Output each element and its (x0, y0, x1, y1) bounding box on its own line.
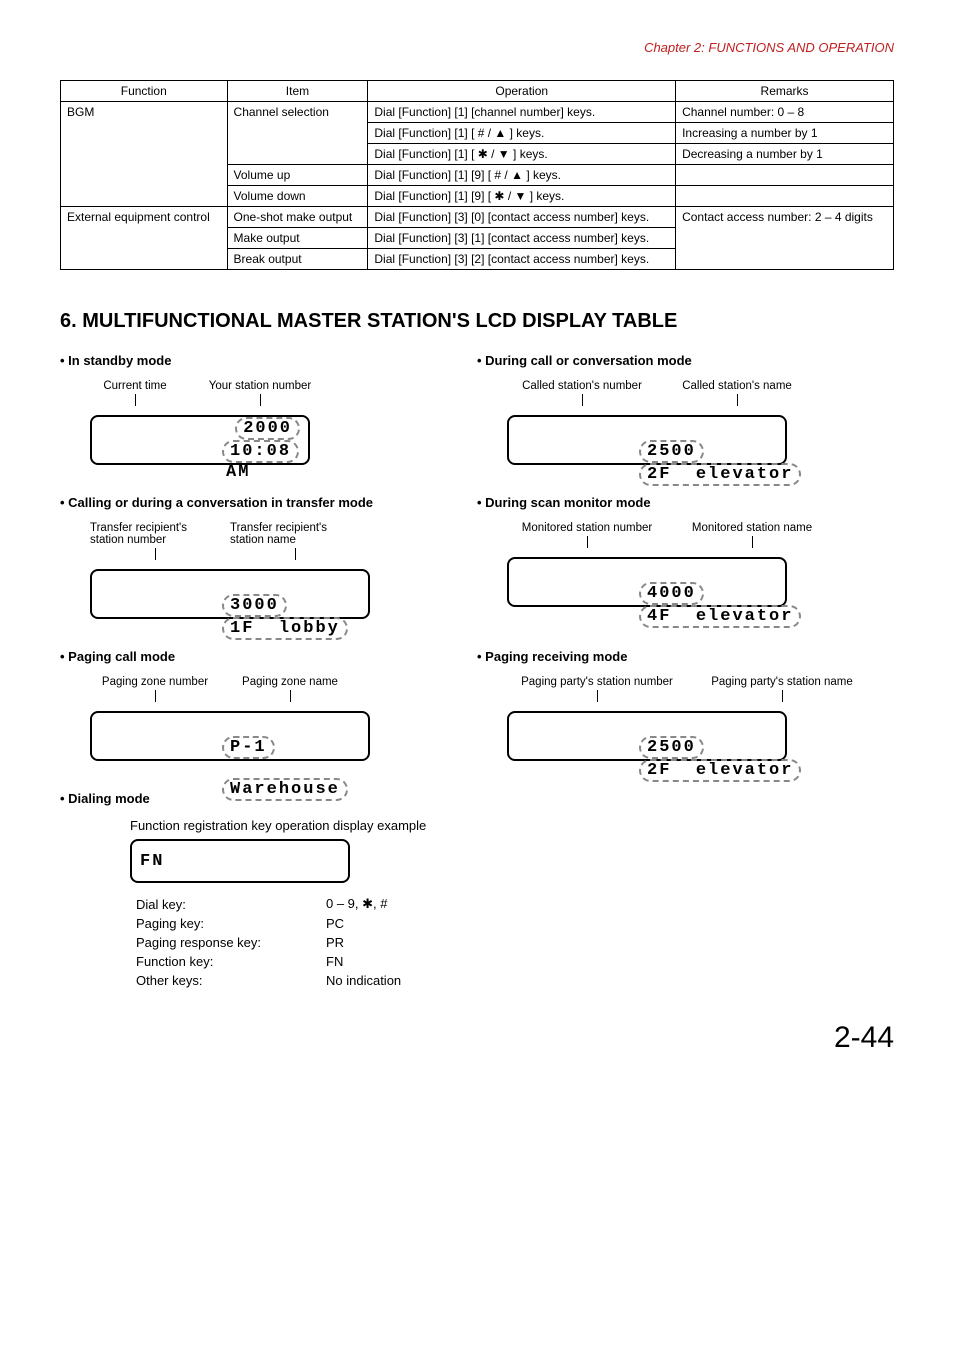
lcd-ampm: AM (222, 463, 254, 482)
cell: Dial [Function] [1] [9] [ ✱ / ▼ ] keys. (368, 186, 676, 207)
kv-key: Other keys: (132, 972, 320, 989)
lcd-display: 2500 2F elevator (507, 415, 787, 465)
kv-row: Paging key:PC (132, 915, 405, 932)
cell: Dial [Function] [3] [0] [contact access … (368, 207, 676, 228)
paging-recv-mode-block: • Paging receiving mode Paging party's s… (477, 649, 894, 761)
dialing-subtitle: Function registration key operation disp… (130, 818, 894, 833)
kv-val: PC (322, 915, 405, 932)
operation-table: Function Item Operation Remarks BGM Chan… (60, 80, 894, 270)
label-monitored-number: Monitored station number (507, 522, 667, 534)
chapter-header: Chapter 2: FUNCTIONS AND OPERATION (60, 40, 894, 55)
lcd-display: 4000 4F elevator (507, 557, 787, 607)
key-legend-table: Dial key:0 – 9, ✱, # Paging key:PC Pagin… (130, 893, 407, 991)
lcd-num: 3000 (222, 594, 287, 617)
scan-mode-block: • During scan monitor mode Monitored sta… (477, 495, 894, 619)
cell: Make output (227, 228, 368, 249)
col-item: Item (227, 81, 368, 102)
cell: BGM (61, 102, 228, 207)
cell: Dial [Function] [1] [ # / ▲ ] keys. (368, 123, 676, 144)
lcd-station-num: 2000 (235, 417, 300, 440)
call-conv-mode-block: • During call or conversation mode Calle… (477, 353, 894, 465)
lcd-name: Warehouse (222, 778, 348, 801)
lcd-num: P-1 (222, 736, 275, 759)
section-title: 6. MULTIFUNCTIONAL MASTER STATION'S LCD … (60, 310, 894, 333)
mode-title: • During call or conversation mode (477, 353, 874, 368)
cell: External equipment control (61, 207, 228, 270)
kv-val: PR (322, 934, 405, 951)
kv-row: Function key:FN (132, 953, 405, 970)
cell: Decreasing a number by 1 (676, 144, 894, 165)
cell: Dial [Function] [3] [1] [contact access … (368, 228, 676, 249)
label-zone-name: Paging zone name (230, 676, 350, 688)
cell: Increasing a number by 1 (676, 123, 894, 144)
kv-row: Dial key:0 – 9, ✱, # (132, 895, 405, 913)
lcd-name: 4F elevator (639, 605, 801, 628)
label-paging-number: Paging party's station number (507, 676, 687, 688)
lcd-display: P-1 Warehouse (90, 711, 370, 761)
lcd-num: 2500 (639, 736, 704, 759)
dialing-mode-block: • Dialing mode Function registration key… (60, 791, 894, 991)
cell: Volume down (227, 186, 368, 207)
kv-val: No indication (322, 972, 405, 989)
kv-val: FN (322, 953, 405, 970)
col-function: Function (61, 81, 228, 102)
kv-key: Paging response key: (132, 934, 320, 951)
label-zone-number: Paging zone number (90, 676, 220, 688)
mode-title: • In standby mode (60, 353, 457, 368)
page-number: 2-44 (60, 1021, 894, 1055)
cell: Dial [Function] [1] [ ✱ / ▼ ] keys. (368, 144, 676, 165)
kv-key: Function key: (132, 953, 320, 970)
label-current-time: Current time (90, 380, 180, 392)
label-monitored-name: Monitored station name (677, 522, 827, 534)
col-operation: Operation (368, 81, 676, 102)
cell: Volume up (227, 165, 368, 186)
lcd-display: 2500 2F elevator (507, 711, 787, 761)
label-transfer-number: Transfer recipient's station number (90, 522, 220, 546)
paging-call-mode-block: • Paging call mode Paging zone number Pa… (60, 649, 477, 761)
label-called-name: Called station's name (667, 380, 807, 392)
col-remarks: Remarks (676, 81, 894, 102)
lcd-display: 10:08 AM 2000 (90, 415, 310, 465)
label-transfer-name: Transfer recipient's station name (230, 522, 360, 546)
kv-row: Paging response key:PR (132, 934, 405, 951)
cell: Dial [Function] [3] [2] [contact access … (368, 249, 676, 270)
lcd-name: 1F lobby (222, 617, 348, 640)
lcd-name: 2F elevator (639, 759, 801, 782)
lcd-num: 2500 (639, 440, 704, 463)
label-paging-name: Paging party's station name (697, 676, 867, 688)
table-row: External equipment control One-shot make… (61, 207, 894, 228)
kv-row: Other keys:No indication (132, 972, 405, 989)
transfer-mode-block: • Calling or during a conversation in tr… (60, 495, 477, 619)
lcd-display: 3000 1F lobby (90, 569, 370, 619)
cell: Channel selection (227, 102, 368, 165)
cell: Contact access number: 2 – 4 digits (676, 207, 894, 270)
lcd-num: 4000 (639, 582, 704, 605)
kv-val: 0 – 9, ✱, # (322, 895, 405, 913)
lcd-name: 2F elevator (639, 463, 801, 486)
kv-key: Dial key: (132, 895, 320, 913)
label-called-number: Called station's number (507, 380, 657, 392)
label-station-number: Your station number (190, 380, 330, 392)
cell: Dial [Function] [1] [channel number] key… (368, 102, 676, 123)
kv-key: Paging key: (132, 915, 320, 932)
standby-mode-block: • In standby mode Current time Your stat… (60, 353, 477, 465)
cell: One-shot make output (227, 207, 368, 228)
cell (676, 165, 894, 186)
table-row: BGM Channel selection Dial [Function] [1… (61, 102, 894, 123)
cell (676, 186, 894, 207)
cell: Break output (227, 249, 368, 270)
lcd-display: FN (130, 839, 350, 883)
cell: Channel number: 0 – 8 (676, 102, 894, 123)
lcd-text: FN (140, 852, 164, 871)
mode-title: • Paging receiving mode (477, 649, 874, 664)
cell: Dial [Function] [1] [9] [ # / ▲ ] keys. (368, 165, 676, 186)
